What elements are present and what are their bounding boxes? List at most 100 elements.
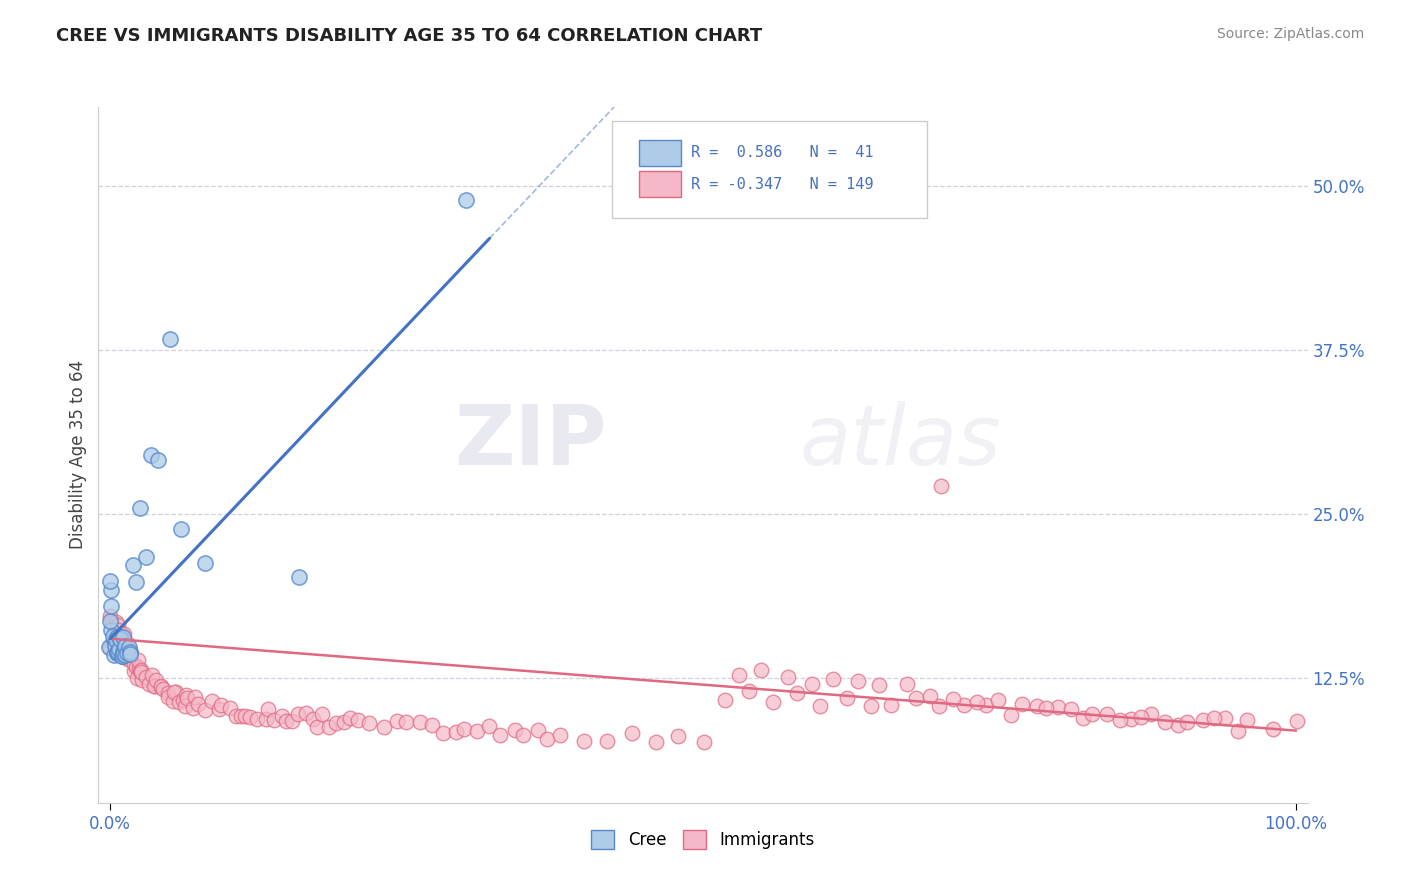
Point xyxy=(111,633,134,648)
Point xyxy=(107,640,129,654)
Point xyxy=(454,193,477,207)
Point xyxy=(332,715,354,730)
Point xyxy=(318,720,340,734)
Point xyxy=(194,703,217,717)
Point xyxy=(112,631,135,645)
Point xyxy=(112,626,135,640)
Point xyxy=(124,664,146,678)
Point xyxy=(118,640,141,655)
Point xyxy=(1035,700,1057,714)
Point xyxy=(1202,711,1225,725)
Point xyxy=(503,723,526,737)
Point xyxy=(105,644,128,658)
Point xyxy=(105,630,128,644)
Point xyxy=(107,624,129,638)
Point xyxy=(194,556,217,570)
Point xyxy=(1108,713,1130,727)
Point xyxy=(98,640,121,655)
Point xyxy=(1226,723,1249,738)
Point xyxy=(904,691,927,706)
Point xyxy=(1140,707,1163,722)
Point xyxy=(512,728,534,742)
Point xyxy=(288,570,311,584)
Point xyxy=(477,719,499,733)
Point xyxy=(125,575,148,590)
Point xyxy=(263,713,285,727)
Point xyxy=(129,664,152,678)
Point xyxy=(104,624,127,638)
Point xyxy=(246,713,269,727)
Point xyxy=(233,708,256,723)
Point xyxy=(165,684,187,698)
Point xyxy=(135,669,157,683)
Point xyxy=(100,615,122,629)
Point xyxy=(120,646,142,660)
FancyBboxPatch shape xyxy=(638,171,682,197)
Point xyxy=(117,652,139,666)
Point xyxy=(115,636,138,650)
Point xyxy=(295,706,318,720)
Point xyxy=(98,574,121,588)
Point xyxy=(115,646,138,660)
Point xyxy=(112,644,135,658)
Point xyxy=(138,677,160,691)
Point xyxy=(142,680,165,694)
Point xyxy=(115,641,138,656)
Point xyxy=(254,713,277,727)
Point xyxy=(918,689,941,703)
Point xyxy=(488,728,510,742)
Point xyxy=(141,448,163,462)
Point xyxy=(100,599,122,614)
Point xyxy=(118,645,141,659)
Point xyxy=(1026,699,1049,714)
Point xyxy=(100,636,122,650)
Point xyxy=(942,691,965,706)
Point xyxy=(385,714,408,728)
Point xyxy=(117,648,139,662)
Point xyxy=(201,694,224,708)
Point xyxy=(184,690,207,704)
Point xyxy=(1060,702,1083,716)
Point xyxy=(112,650,135,665)
Point xyxy=(859,699,882,714)
Text: R = -0.347   N = 149: R = -0.347 N = 149 xyxy=(690,178,873,193)
Y-axis label: Disability Age 35 to 64: Disability Age 35 to 64 xyxy=(69,360,87,549)
Point xyxy=(129,663,152,677)
Text: atlas: atlas xyxy=(800,401,1001,482)
Point xyxy=(120,647,142,661)
Point xyxy=(536,731,558,746)
Point xyxy=(1213,710,1236,724)
Text: ZIP: ZIP xyxy=(454,401,606,482)
Point xyxy=(373,720,395,734)
Point xyxy=(131,673,153,688)
Point xyxy=(668,729,690,743)
Point xyxy=(108,631,131,645)
Point xyxy=(1236,713,1258,727)
Point xyxy=(786,686,808,700)
Point xyxy=(122,558,145,572)
Point xyxy=(281,714,304,729)
Point xyxy=(846,673,869,688)
Point xyxy=(301,712,323,726)
Point xyxy=(141,668,163,682)
Point xyxy=(156,690,179,704)
Point xyxy=(800,677,823,691)
Point xyxy=(162,694,184,708)
Text: Source: ZipAtlas.com: Source: ZipAtlas.com xyxy=(1216,27,1364,41)
Point xyxy=(880,698,903,712)
Point xyxy=(465,723,488,738)
Point xyxy=(105,632,128,647)
Point xyxy=(837,691,859,706)
Point xyxy=(149,679,172,693)
Point xyxy=(976,698,998,712)
Point xyxy=(527,723,550,737)
Point xyxy=(409,714,432,729)
Point xyxy=(111,627,134,641)
Point xyxy=(122,657,145,672)
Point xyxy=(738,684,761,698)
Point xyxy=(728,668,751,682)
Point xyxy=(108,632,131,647)
Point xyxy=(966,695,988,709)
Point xyxy=(98,614,121,628)
Point xyxy=(207,702,229,716)
